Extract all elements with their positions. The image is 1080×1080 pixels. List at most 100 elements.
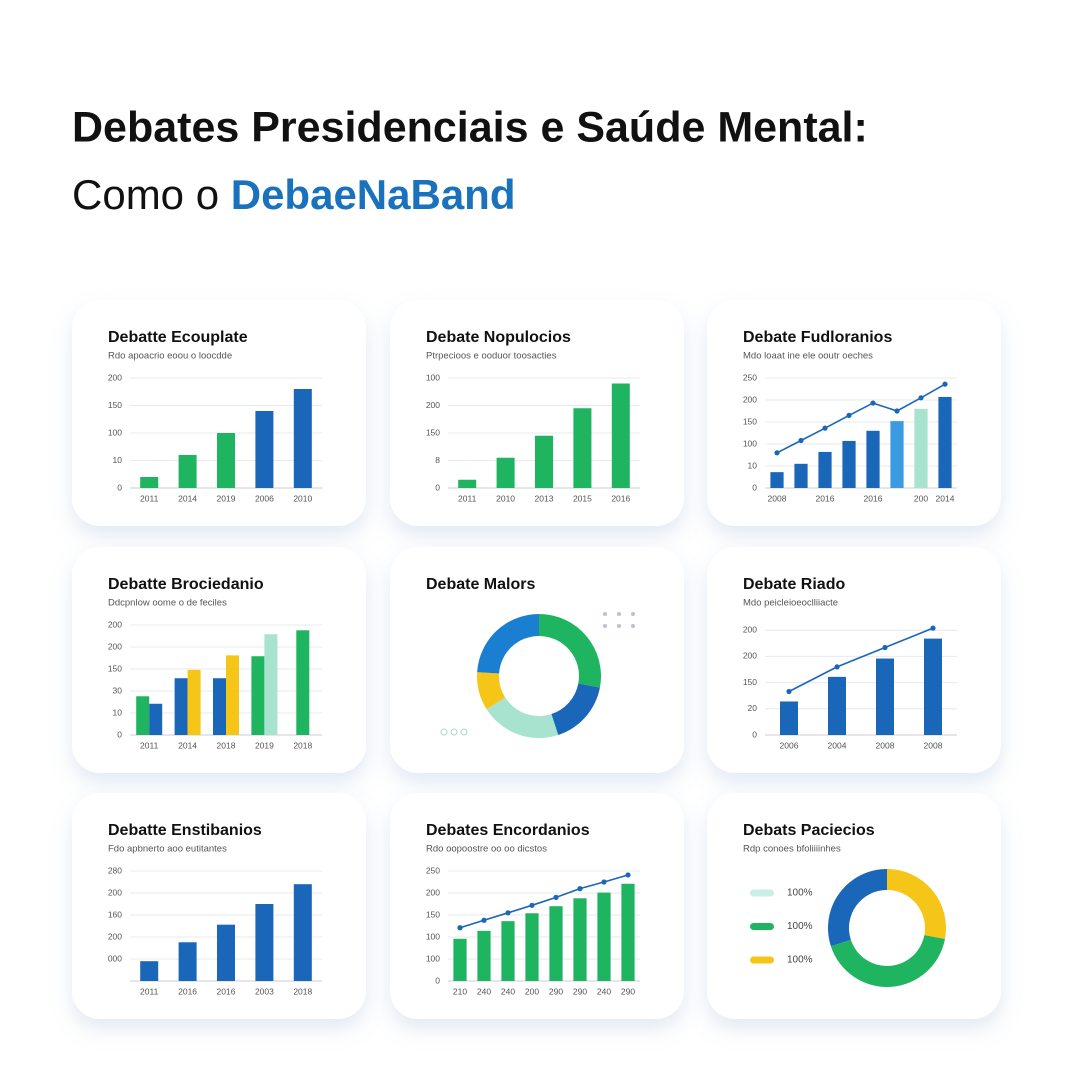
card-title: Debates Encordanios (426, 822, 590, 839)
y-tick-label: 0 (435, 482, 440, 492)
bar (496, 457, 515, 488)
line-point (930, 625, 936, 631)
bar (597, 892, 611, 981)
y-tick-label: 150 (108, 663, 122, 673)
dot (440, 728, 448, 736)
donut-segment (828, 869, 887, 947)
x-tick-label: 2018 (293, 740, 312, 750)
x-tick-label: 2019 (217, 493, 236, 503)
trend-line (459, 874, 629, 929)
line-point (822, 425, 828, 431)
dot (617, 624, 621, 628)
page-title: Debates Presidenciais e Saúde Mental: (72, 103, 868, 151)
card-subtitle: Ptrpecioos e ooduor toosacties (426, 351, 557, 362)
y-tick-label: 0 (117, 482, 122, 492)
line-point (505, 910, 511, 916)
y-tick-label: 100 (426, 953, 440, 963)
y-tick-label: 200 (426, 887, 440, 897)
y-tick-label: 0 (752, 482, 757, 492)
y-tick-label: 10 (113, 707, 123, 717)
bar (458, 479, 477, 488)
bar (794, 463, 808, 488)
bar (621, 883, 635, 981)
y-tick-label: 0 (117, 729, 122, 739)
dot (631, 624, 635, 628)
dot (450, 728, 458, 736)
x-tick-label: 2011 (140, 740, 159, 750)
bar (255, 411, 274, 488)
line-point (786, 688, 792, 695)
line-point (481, 917, 487, 923)
y-tick-label: 20 (748, 703, 758, 713)
legend-swatch (750, 889, 774, 897)
dot (460, 728, 468, 736)
line-point (553, 894, 559, 901)
bar (178, 455, 197, 488)
x-tick-label: 210 (453, 986, 467, 996)
card-subtitle: Mdo peicleioeoclliiacte (743, 598, 838, 609)
x-tick-label: 2006 (255, 493, 274, 503)
bar (611, 383, 630, 488)
x-tick-label: 290 (621, 986, 635, 996)
card-subtitle: Rdp conoes bfoliiiinhes (743, 844, 841, 855)
bar (770, 472, 784, 488)
x-tick-label: 2014 (178, 740, 197, 750)
bar (140, 477, 159, 488)
card-title: Debate Malors (426, 576, 535, 593)
y-tick-label: 0 (435, 975, 440, 985)
x-tick-label: 290 (549, 986, 563, 996)
bar (535, 435, 553, 488)
y-tick-label: 200 (743, 624, 757, 634)
bar (296, 630, 310, 735)
bar (549, 906, 563, 981)
x-tick-label: 2018 (293, 986, 312, 996)
dot (617, 612, 621, 616)
line-point (601, 879, 607, 885)
y-tick-label: 30 (113, 685, 123, 695)
donut-segment (887, 869, 946, 940)
y-tick-label: 200 (108, 931, 122, 941)
dot (603, 624, 607, 628)
bar (818, 451, 832, 488)
x-tick-label: 2008 (768, 493, 787, 503)
y-tick-label: 200 (108, 372, 122, 382)
bar (226, 655, 239, 735)
bar (477, 930, 491, 981)
card-subtitle: Rdo apoacrio eoou o loocdde (108, 351, 232, 362)
x-tick-label: 2019 (255, 740, 274, 750)
bar (187, 669, 201, 735)
bar (217, 924, 235, 981)
card-title: Debatte Ecouplate (108, 329, 248, 346)
x-tick-label: 200 (525, 986, 539, 996)
legend-label: 100% (787, 955, 813, 966)
line-point (894, 408, 900, 414)
bar (866, 430, 880, 488)
y-tick-label: 200 (108, 619, 122, 629)
x-tick-label: 2018 (217, 740, 236, 750)
legend-label: 100% (787, 888, 813, 899)
trend-line (788, 627, 934, 693)
bar (174, 678, 188, 735)
line-point (846, 412, 852, 418)
card-subtitle: Fdo apbnerto aoo eutitantes (108, 844, 227, 855)
line-point (577, 886, 583, 892)
bar (924, 638, 942, 735)
bar (264, 634, 278, 735)
line-point (942, 381, 948, 387)
dot (603, 612, 607, 616)
cards: Debatte Ecouplate Rdo apoacrio eoou o loo… (72, 300, 1001, 1019)
donut-segment (539, 614, 601, 688)
y-tick-label: 150 (426, 427, 440, 437)
x-tick-label: 2008 (876, 740, 895, 750)
bar (149, 703, 163, 735)
y-tick-label: 10 (748, 460, 758, 470)
bar (828, 676, 846, 735)
bar (453, 938, 467, 981)
bar (251, 656, 265, 735)
x-tick-label: 290 (573, 986, 587, 996)
card-title: Debate Fudloranios (743, 329, 892, 346)
card-title: Debate Nopulocios (426, 329, 571, 346)
x-tick-label: 2010 (496, 493, 515, 503)
bar (780, 701, 798, 735)
x-tick-label: 2011 (140, 493, 159, 503)
